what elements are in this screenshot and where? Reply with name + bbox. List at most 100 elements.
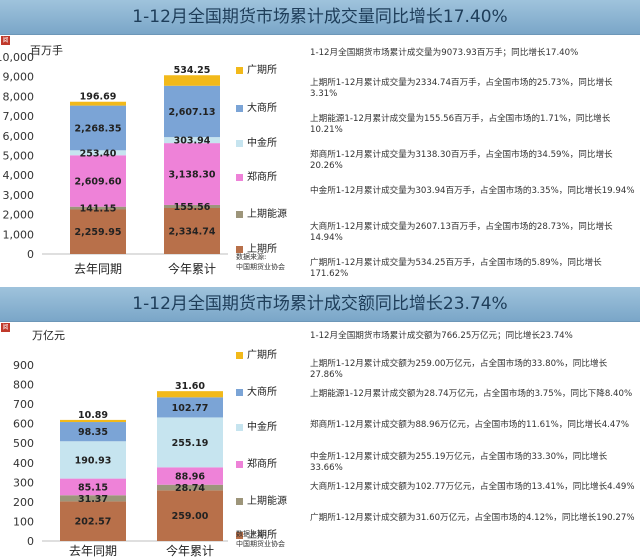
legend-label: 中金所 [247, 422, 277, 433]
note-line: 上期所1-12月累计成交额为259.00万亿元，占全国市场的33.80%，同比增… [310, 359, 608, 380]
bar-segment [60, 419, 126, 423]
data-label: 259.00 [172, 511, 209, 522]
source-org: 中国期货业协会 [236, 540, 285, 548]
y-tick-label: 700 [13, 398, 34, 411]
chart-title: 1-12月全国期货市场累计成交额同比增长23.74% [132, 294, 508, 314]
data-label: 534.25 [174, 65, 211, 76]
y-tick-label: 400 [13, 457, 34, 470]
y-tick-label: 800 [13, 379, 34, 392]
bar-segment [70, 206, 126, 210]
data-label: 2,607.13 [169, 107, 216, 118]
data-label: 102.77 [172, 403, 209, 414]
bar-segment [157, 484, 223, 491]
bar-segment [157, 391, 223, 398]
data-label: 255.19 [172, 438, 209, 449]
legend-label: 大商所 [247, 103, 277, 114]
data-label: 28.74 [175, 483, 205, 494]
data-label: 3,138.30 [169, 170, 216, 181]
x-category-label: 今年累计 [168, 261, 216, 276]
y-tick-label: 2,000 [3, 209, 35, 222]
legend-label: 广期所 [247, 350, 277, 361]
y-tick-label: 0 [27, 535, 34, 548]
note-line: 中金所1-12月累计成交量为303.94百万手，占全国市场的3.35%，同比增长… [310, 186, 635, 196]
note-line: 1-12月全国期货市场累计成交额为766.25万亿元；同比增长23.74% [310, 331, 573, 341]
y-tick-label: 600 [13, 418, 34, 431]
source-label: 数据来源: [236, 253, 267, 261]
note-line: 广期所1-12月累计成交量为534.25百万手，占全国市场的5.89%，同比增长… [310, 258, 602, 279]
bar-segment [70, 105, 126, 151]
legend-label: 大商所 [247, 387, 277, 398]
title-banner: 1-12月全国期货市场累计成交额同比增长23.74% [0, 287, 640, 322]
y-tick-label: 200 [13, 496, 34, 509]
legend-item: 上期所 [236, 526, 277, 541]
bar-segment [164, 208, 220, 254]
bar-segment [60, 501, 126, 541]
data-label: 31.37 [78, 494, 108, 505]
bar-segment [60, 478, 126, 496]
y-tick-label: 1,000 [3, 228, 35, 241]
bar-segment [164, 75, 220, 86]
bar-segment [60, 495, 126, 502]
source-org: 中国期货业协会 [236, 263, 285, 271]
bar-segment [70, 150, 126, 156]
data-label: 2,259.95 [75, 227, 122, 238]
y-tick-label: 6,000 [3, 130, 35, 143]
y-tick-label: 7,000 [3, 110, 35, 123]
bar-segment [164, 85, 220, 138]
bar-segment [164, 204, 220, 209]
legend-item: 郑商所 [236, 168, 277, 183]
y-tick-label: 0 [27, 248, 34, 261]
legend-swatch [236, 423, 243, 431]
bar-segment [60, 441, 126, 479]
legend-item: 大商所 [236, 383, 277, 398]
note-line: 上期能源1-12月累计成交额为28.74万亿元，占全国市场的3.75%，同比下降… [310, 389, 633, 399]
data-label: 303.94 [174, 136, 211, 147]
legend-swatch [236, 245, 243, 253]
corner-badge-icon: 阅 [1, 323, 10, 332]
legend-label: 广期所 [247, 65, 277, 76]
legend-item: 上期能源 [236, 205, 287, 220]
note-line: 大商所1-12月累计成交额为102.77万亿元，占全国市场的13.41%，同比增… [310, 482, 635, 492]
x-category-label: 去年同期 [69, 544, 117, 558]
legend-item: 大商所 [236, 99, 277, 114]
legend-item: 中金所 [236, 418, 277, 433]
legend-swatch [236, 351, 243, 359]
legend-label: 上期能源 [247, 496, 287, 507]
legend-item: 广期所 [236, 61, 277, 76]
bar-segment [157, 417, 223, 468]
legend-swatch [236, 66, 243, 74]
y-tick-label: 5,000 [3, 150, 35, 163]
data-source: 数据来源: 中国期货业协会 [236, 252, 285, 272]
bar-segment [60, 422, 126, 442]
y-tick-label: 100 [13, 515, 34, 528]
note-line: 1-12月全国期货市场累计成交量为9073.93百万手；同比增长17.40% [310, 48, 579, 58]
x-category-label: 今年累计 [166, 543, 214, 558]
note-line: 广期所1-12月累计成交额为31.60万亿元，占全国市场的4.12%，同比增长1… [310, 513, 635, 523]
legend-swatch [236, 139, 243, 147]
turnover-panel: 1-12月全国期货市场累计成交额同比增长23.74% 阅 万亿元 0 100 200… [0, 287, 640, 560]
title-banner: 1-12月全国期货市场累计成交量同比增长17.40% [0, 0, 640, 35]
legend-label: 上期所 [247, 244, 277, 255]
y-tick-label: 10,000 [0, 51, 34, 64]
data-label: 202.57 [75, 517, 112, 528]
y-tick-label: 3,000 [3, 189, 35, 202]
legend-swatch [236, 104, 243, 112]
y-tick-label: 4,000 [3, 169, 35, 182]
chart-title: 1-12月全国期货市场累计成交量同比增长17.40% [132, 7, 508, 27]
volume-chart: 0 1,000 2,000 3,000 4,000 5,000 6,000 7,000 8,00… [0, 51, 228, 276]
unit-label: 百万手 [30, 44, 63, 57]
y-tick-label: 900 [13, 359, 34, 372]
data-label: 2,609.60 [75, 176, 122, 187]
note-line: 上期所1-12月累计成交量为2334.74百万手，占全国市场的25.73%，同比… [310, 78, 613, 99]
data-label: 141.15 [80, 204, 117, 215]
data-label: 31.60 [175, 381, 205, 392]
y-tick-label: 500 [13, 437, 34, 450]
bar-segment [157, 490, 223, 541]
legend-label: 中金所 [247, 138, 277, 149]
corner-badge-icon: 阅 [1, 36, 10, 45]
data-label: 85.15 [78, 482, 108, 493]
legend-label: 上期所 [247, 530, 277, 541]
legend-label: 郑商所 [247, 172, 277, 183]
note-line: 大商所1-12月累计成交量为2607.13百万手，占全国市场的28.73%，同比… [310, 222, 613, 243]
note-line: 郑商所1-12月累计成交量为3138.30百万手，占全国市场的34.59%，同比… [310, 150, 613, 171]
